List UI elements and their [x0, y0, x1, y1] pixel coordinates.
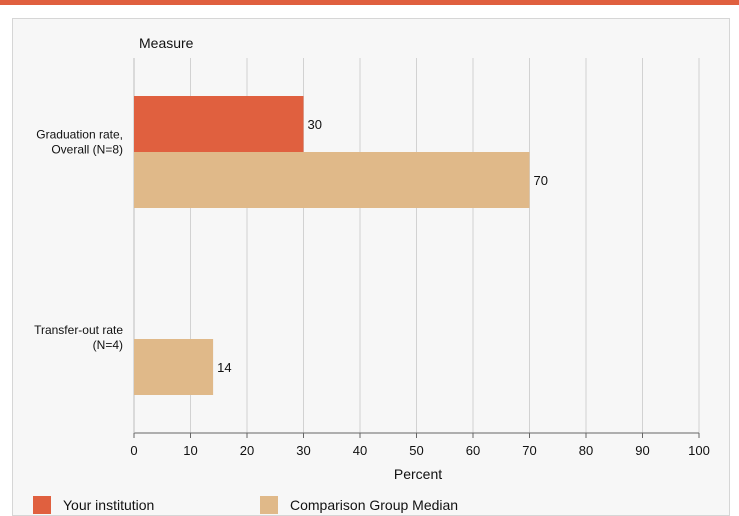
category-label: Graduation rate,: [36, 128, 123, 142]
top-accent-rule: [0, 0, 739, 5]
x-tick-label: 90: [635, 443, 649, 458]
legend-item-your-institution: Your institution: [33, 495, 154, 515]
bar-comparison-median: [134, 339, 214, 395]
x-tick-label: 30: [296, 443, 310, 458]
bar-your-institution: [134, 96, 304, 152]
category-label: Transfer-out rate: [34, 323, 123, 337]
x-tick-label: 60: [466, 443, 480, 458]
x-tick-label: 0: [130, 443, 137, 458]
legend-label-your-institution: Your institution: [63, 497, 155, 513]
data-label: 30: [308, 117, 322, 132]
legend-swatch-your-institution: [33, 496, 51, 514]
legend-swatch-comparison-group-median: [260, 496, 278, 514]
legend-item-comparison-group-median: Comparison Group Median: [260, 495, 458, 515]
x-tick-label: 80: [579, 443, 593, 458]
x-axis-label: Percent: [394, 466, 442, 482]
x-tick-label: 70: [522, 443, 536, 458]
data-label: 14: [217, 360, 231, 375]
legend-label-comparison-group-median: Comparison Group Median: [290, 497, 459, 513]
category-label: (N=4): [93, 338, 123, 352]
x-tick-label: 10: [183, 443, 197, 458]
chart-title: Measure: [139, 35, 194, 51]
x-tick-label: 100: [688, 443, 710, 458]
category-label: Overall (N=8): [51, 143, 123, 157]
data-label: 70: [534, 173, 548, 188]
x-tick-label: 20: [240, 443, 254, 458]
bar-comparison-median: [134, 152, 530, 208]
x-tick-label: 40: [353, 443, 367, 458]
x-tick-label: 50: [409, 443, 423, 458]
